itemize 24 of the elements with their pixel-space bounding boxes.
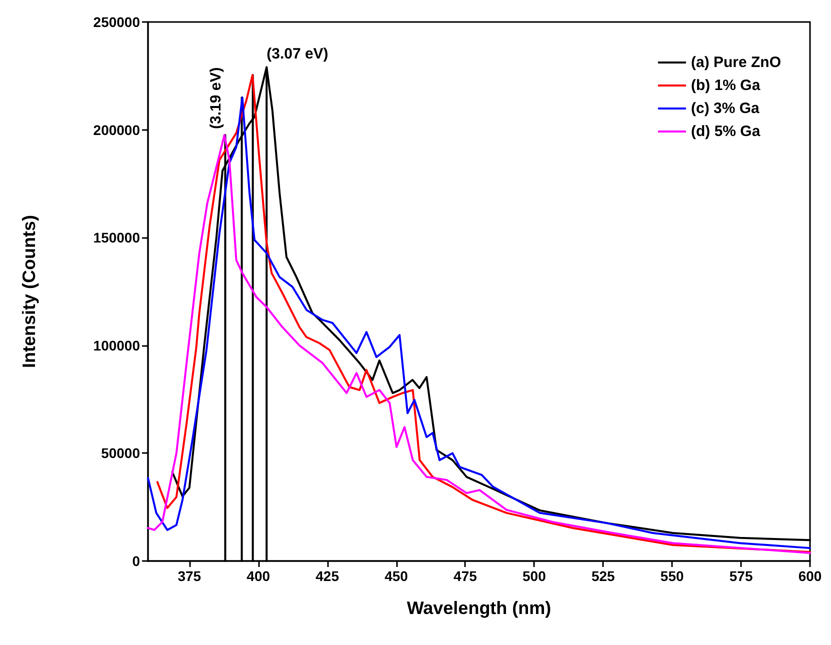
y-tick-label: 250000 xyxy=(93,14,140,30)
x-tick-label: 500 xyxy=(522,568,546,584)
annotation: (3.07 eV) xyxy=(266,45,328,62)
y-tick-label: 50000 xyxy=(101,445,140,462)
x-tick-label: 425 xyxy=(316,568,340,584)
x-tick-label: 450 xyxy=(384,568,408,584)
x-tick-label: 525 xyxy=(591,568,616,584)
x-tick-label: 375 xyxy=(178,568,202,584)
x-tick-label: 600 xyxy=(798,568,822,584)
annotation: (3.19 eV) xyxy=(208,67,225,129)
y-tick-label: 0 xyxy=(132,553,140,569)
y-axis-title: Intensity (Counts) xyxy=(19,215,39,368)
x-tick-label: 550 xyxy=(660,568,684,584)
x-tick-label: 400 xyxy=(246,568,270,584)
y-tick-label: 100000 xyxy=(93,337,140,354)
x-tick-label: 475 xyxy=(454,568,478,584)
y-tick-label: 150000 xyxy=(93,230,140,246)
legend-label: (d) 5% Ga xyxy=(690,123,761,140)
y-tick-label: 200000 xyxy=(93,122,140,138)
legend-label: (a) Pure ZnO xyxy=(690,54,782,71)
x-tick-label: 575 xyxy=(729,568,753,584)
legend-label: (c) 3% Ga xyxy=(690,100,760,117)
x-axis-title: Wavelength (nm) xyxy=(406,598,552,618)
legend-label: (b) 1% Ga xyxy=(690,77,761,94)
